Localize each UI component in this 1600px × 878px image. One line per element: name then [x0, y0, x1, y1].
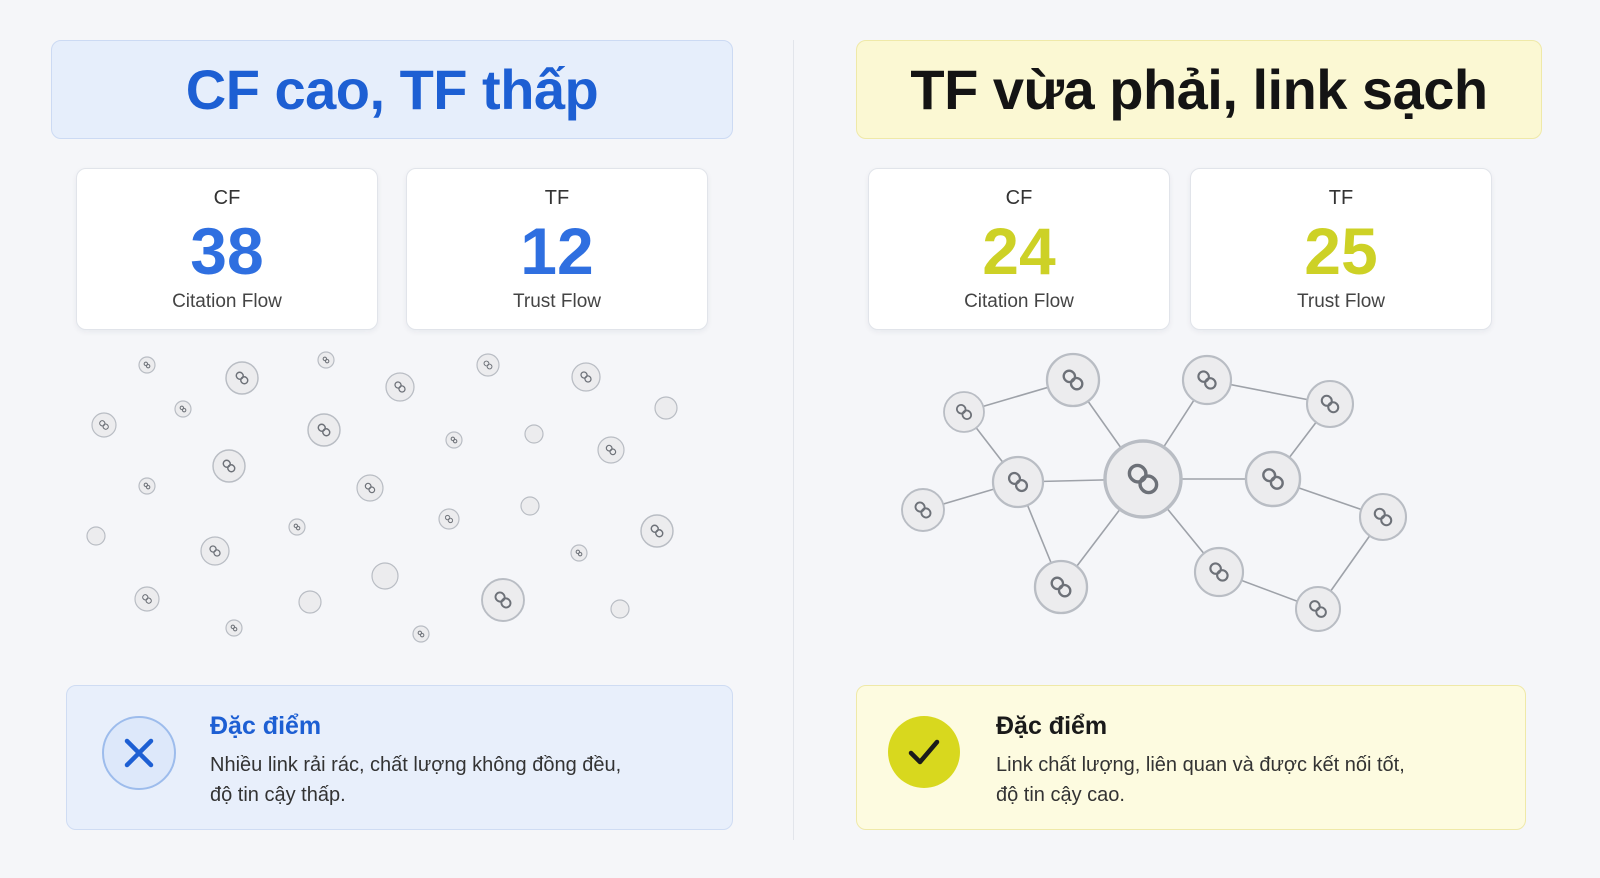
left-tf-card: TF 12 Trust Flow — [406, 168, 708, 330]
scattered-links-diagram — [86, 351, 678, 643]
left-info-title: Đặc điểm — [210, 712, 322, 740]
link-icon — [571, 362, 601, 392]
link-icon — [901, 488, 945, 532]
tf-label: TF — [1328, 187, 1354, 209]
check-icon — [888, 716, 960, 788]
link-icon — [225, 361, 259, 395]
link-icon — [991, 455, 1045, 509]
link-icon — [317, 351, 335, 369]
link-icon — [174, 400, 192, 418]
link-icon — [438, 508, 460, 530]
link-icon — [412, 625, 430, 643]
link-icon — [1033, 559, 1089, 615]
link-icon — [1193, 546, 1245, 598]
link-icon — [200, 536, 230, 566]
cf-value: 24 — [982, 214, 1056, 288]
left-info-line2: độ tin cậy thấp. — [210, 784, 346, 806]
node-dot — [298, 590, 322, 614]
center-divider — [793, 40, 794, 840]
right-cf-card: CF 24 Citation Flow — [868, 168, 1170, 330]
tf-label: TF — [544, 187, 570, 209]
right-info-box: Đặc điểm Link chất lượng, liên quan và đ… — [856, 685, 1526, 830]
link-icon — [212, 449, 246, 483]
left-info-box: Đặc điểm Nhiều link rải rác, chất lượng … — [66, 685, 733, 830]
tf-sub: Trust Flow — [513, 291, 601, 312]
link-icon — [385, 372, 415, 402]
link-network-diagram — [901, 352, 1408, 632]
link-icon — [225, 619, 243, 637]
node-dot — [86, 526, 106, 546]
link-icon — [138, 477, 156, 495]
link-icon — [640, 514, 674, 548]
right-info-line1: Link chất lượng, liên quan và được kết n… — [996, 754, 1405, 776]
left-title: CF cao, TF thấp — [51, 40, 733, 139]
node-dot — [371, 562, 399, 590]
link-icon — [1181, 354, 1233, 406]
link-icon — [445, 431, 463, 449]
tf-value: 12 — [520, 214, 594, 288]
cf-label: CF — [1005, 187, 1033, 209]
link-icon — [138, 356, 156, 374]
link-icon — [943, 391, 985, 433]
node-dot — [654, 396, 678, 420]
link-icon — [356, 474, 384, 502]
cf-sub: Citation Flow — [172, 291, 282, 312]
right-info-text: Link chất lượng, liên quan và được kết n… — [996, 750, 1476, 810]
tf-sub: Trust Flow — [1297, 291, 1385, 312]
link-icon — [1358, 492, 1408, 542]
link-icon — [1103, 439, 1183, 519]
cf-label: CF — [213, 187, 241, 209]
node-dot — [520, 496, 540, 516]
cf-sub: Citation Flow — [964, 291, 1074, 312]
left-panel: CF cao, TF thấp CF 38 Citation Flow TF 1… — [0, 0, 790, 878]
right-info-line2: độ tin cậy cao. — [996, 784, 1125, 806]
link-icon — [134, 586, 160, 612]
right-info-title: Đặc điểm — [996, 712, 1108, 740]
link-icon — [1244, 450, 1302, 508]
link-icon — [307, 413, 341, 447]
link-icon — [481, 578, 525, 622]
tf-value: 25 — [1304, 214, 1378, 288]
right-title: TF vừa phải, link sạch — [856, 40, 1542, 139]
link-icon — [91, 412, 117, 438]
link-icon — [1295, 586, 1341, 632]
x-icon — [102, 716, 176, 790]
node-dot — [610, 599, 630, 619]
link-icon — [1305, 379, 1355, 429]
right-panel: TF vừa phải, link sạch CF 24 Citation Fl… — [800, 0, 1590, 878]
left-info-line1: Nhiều link rải rác, chất lượng không đồn… — [210, 754, 622, 776]
link-icon — [597, 436, 625, 464]
node-dot — [524, 424, 544, 444]
cf-value: 38 — [190, 214, 264, 288]
link-icon — [570, 544, 588, 562]
link-icon — [1045, 352, 1101, 408]
link-icon — [288, 518, 306, 536]
right-tf-card: TF 25 Trust Flow — [1190, 168, 1492, 330]
left-info-text: Nhiều link rải rác, chất lượng không đồn… — [210, 750, 690, 810]
link-icon — [476, 353, 500, 377]
left-cf-card: CF 38 Citation Flow — [76, 168, 378, 330]
